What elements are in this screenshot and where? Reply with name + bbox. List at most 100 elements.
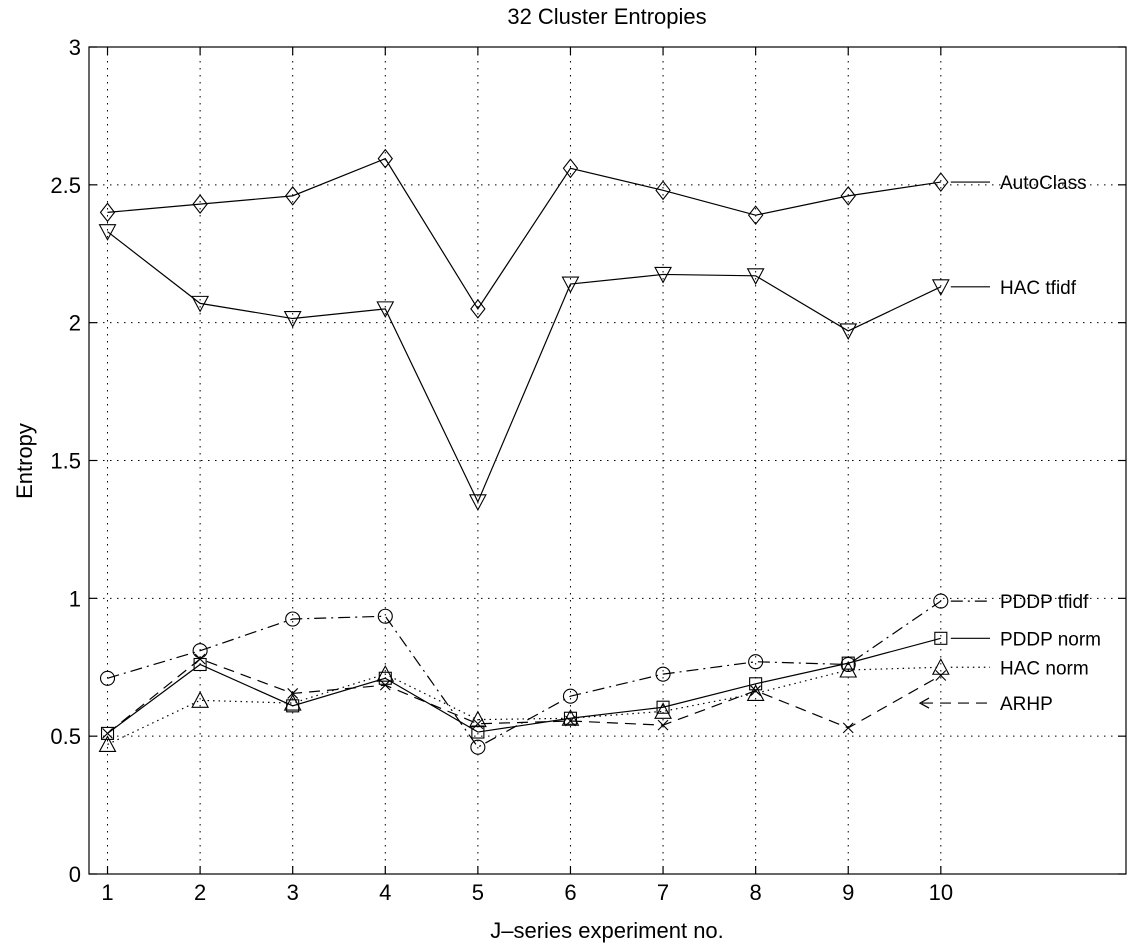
point-autoclass <box>99 202 116 223</box>
point-hac-norm <box>376 664 395 682</box>
point-pddp-norm <box>563 711 578 725</box>
x-tick-label: 2 <box>194 880 206 905</box>
grid <box>89 47 1126 874</box>
point-pddp-norm <box>749 677 763 691</box>
point-hac-tfidf <box>654 266 672 284</box>
x-tick-label: 7 <box>657 880 669 905</box>
point-arhp <box>935 670 947 681</box>
y-tick-label: 2.5 <box>50 173 81 198</box>
axis-ticks: 1 2 3 4 5 6 7 8 9 10 0 0.5 1 1.5 2 2.5 3 <box>50 35 1126 905</box>
x-tick-label: 3 <box>287 880 299 905</box>
y-axis-label: Entropy <box>12 423 37 499</box>
marker-circle <box>192 643 208 659</box>
marker-triangle-up <box>376 664 395 682</box>
point-pddp-tfidf <box>655 666 671 682</box>
series-line-pddp-norm <box>107 637 941 734</box>
marker-triangle-down <box>561 276 580 294</box>
marker-triangle-down <box>839 323 858 341</box>
point-arhp <box>102 728 113 739</box>
point-hac-norm <box>191 691 210 708</box>
point-pddp-norm <box>100 726 115 740</box>
marker-triangle-up <box>654 702 672 719</box>
point-autoclass <box>377 148 393 169</box>
series-line-pddp-tfidf <box>107 600 942 748</box>
marker-triangle-up <box>839 660 858 678</box>
point-hac-norm <box>283 693 302 711</box>
point-hac-tfidf <box>98 224 117 241</box>
x-tick-label: 6 <box>564 880 576 905</box>
marker-x-stroke <box>102 728 113 739</box>
point-hac-tfidf <box>468 494 487 512</box>
point-autoclass <box>470 298 486 319</box>
point-hac-norm <box>839 660 858 678</box>
series-line-hac-tfidf <box>107 231 942 504</box>
marker-x-stroke <box>842 722 854 734</box>
y-tick-label: 0.5 <box>50 724 81 749</box>
point-pddp-tfidf <box>285 611 301 627</box>
y-tick-label: 3 <box>69 35 81 60</box>
legend-item-autoclass: AutoClass <box>950 173 1087 194</box>
marker-diamond <box>933 172 949 192</box>
x-tick-label: 9 <box>842 880 854 905</box>
marker-diamond <box>192 194 208 215</box>
marker-triangle-down <box>931 279 950 296</box>
point-hac-norm <box>746 684 765 701</box>
legend-item-pddp-tfidf: PDDP tfidf <box>950 592 1089 613</box>
series-autoclass <box>99 148 949 319</box>
marker-x-stroke <box>750 685 762 697</box>
marker-square <box>934 631 948 645</box>
point-pddp-norm <box>934 631 948 645</box>
marker-triangle-up <box>931 658 950 675</box>
point-hac-tfidf <box>931 279 950 296</box>
legend-label-pddp-norm: PDDP norm <box>1000 629 1101 650</box>
series-line-autoclass <box>107 157 941 310</box>
point-pddp-tfidf <box>377 608 393 624</box>
point-autoclass <box>655 180 671 201</box>
marker-diamond <box>377 148 393 169</box>
marker-circle <box>285 611 301 627</box>
marker-triangle-down <box>468 494 487 512</box>
point-pddp-norm <box>656 700 670 714</box>
point-hac-tfidf <box>191 295 210 313</box>
marker-circle <box>748 654 764 670</box>
marker-x-stroke <box>472 718 484 730</box>
marker-x-stroke <box>657 719 669 731</box>
marker-diamond <box>470 298 486 319</box>
series-layer <box>98 148 950 755</box>
marker-x-stroke <box>194 653 206 665</box>
legend: AutoClass HAC tfidf PDDP tfidf PDDP norm HAC… <box>918 173 1101 715</box>
plot-frame <box>88 46 1127 875</box>
marker-circle <box>470 739 486 755</box>
marker-square <box>100 726 115 740</box>
point-arhp <box>565 715 576 727</box>
point-hac-norm <box>654 702 672 719</box>
point-autoclass <box>840 185 856 206</box>
chart-title: 32 Cluster Entropies <box>507 4 706 29</box>
legend-item-pddp-norm: PDDP norm <box>950 629 1101 650</box>
point-pddp-tfidf <box>99 670 116 686</box>
point-pddp-tfidf <box>192 643 208 659</box>
marker-circle <box>99 670 116 686</box>
point-pddp-norm <box>841 656 855 670</box>
point-hac-tfidf <box>283 310 302 328</box>
legend-arrow-arhp <box>918 697 930 709</box>
point-arhp <box>194 653 206 665</box>
point-autoclass <box>192 194 208 215</box>
marker-triangle-down <box>746 268 765 285</box>
marker-square <box>471 725 485 739</box>
marker-triangle-down <box>376 301 395 319</box>
x-axis-label: J–series experiment no. <box>490 918 724 943</box>
point-pddp-tfidf <box>933 593 949 609</box>
marker-triangle-down <box>654 266 672 284</box>
marker-circle <box>655 666 671 682</box>
legend-item-arhp: ARHP <box>918 694 1053 715</box>
marker-circle <box>933 593 949 609</box>
series-arhp <box>102 653 947 739</box>
point-hac-tfidf <box>746 268 765 285</box>
series-pddp-tfidf <box>99 593 949 755</box>
series-hac-tfidf <box>98 224 950 512</box>
point-hac-tfidf <box>561 276 580 294</box>
point-pddp-tfidf <box>748 654 764 670</box>
marker-square <box>841 656 855 670</box>
